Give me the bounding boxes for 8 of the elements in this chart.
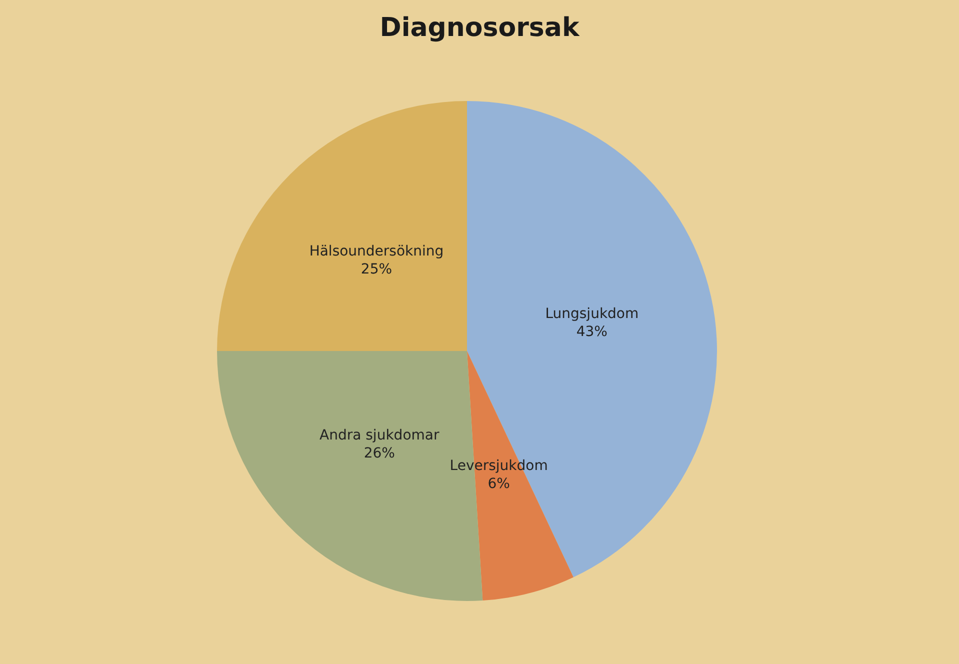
data-label: 26% [364, 445, 395, 462]
data-label: 43% [576, 324, 608, 340]
chart-title: Diagnosorsak [380, 13, 580, 43]
slice-label: Hälsoundersökning [309, 243, 444, 260]
data-label: 25% [360, 261, 392, 278]
slice-label: Andra sjukdomar [320, 427, 440, 444]
slice-label: Lungsjukdom [545, 306, 639, 322]
data-label: 6% [488, 476, 510, 492]
